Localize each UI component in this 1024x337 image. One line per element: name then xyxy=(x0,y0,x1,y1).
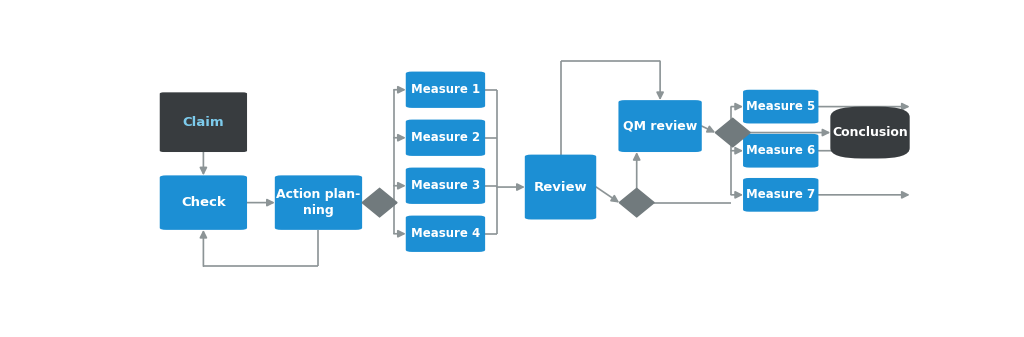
Polygon shape xyxy=(362,188,397,217)
FancyBboxPatch shape xyxy=(743,178,818,212)
Text: Measure 1: Measure 1 xyxy=(411,83,480,96)
FancyBboxPatch shape xyxy=(406,71,485,108)
FancyBboxPatch shape xyxy=(160,92,247,152)
FancyBboxPatch shape xyxy=(618,100,701,152)
Text: Review: Review xyxy=(534,181,588,193)
FancyBboxPatch shape xyxy=(406,120,485,156)
Text: QM review: QM review xyxy=(623,120,697,132)
Text: Measure 3: Measure 3 xyxy=(411,179,480,192)
FancyBboxPatch shape xyxy=(830,106,909,158)
Text: Measure 4: Measure 4 xyxy=(411,227,480,240)
FancyBboxPatch shape xyxy=(406,216,485,252)
FancyBboxPatch shape xyxy=(743,134,818,167)
FancyBboxPatch shape xyxy=(274,175,362,230)
Text: Measure 2: Measure 2 xyxy=(411,131,480,144)
Text: Claim: Claim xyxy=(182,116,224,129)
Text: Measure 6: Measure 6 xyxy=(746,144,815,157)
FancyBboxPatch shape xyxy=(524,155,596,219)
Text: Conclusion: Conclusion xyxy=(833,126,908,139)
FancyBboxPatch shape xyxy=(743,90,818,123)
Polygon shape xyxy=(715,118,751,147)
Text: Measure 5: Measure 5 xyxy=(746,100,815,113)
FancyBboxPatch shape xyxy=(406,167,485,204)
Text: Measure 7: Measure 7 xyxy=(746,188,815,201)
Text: Check: Check xyxy=(181,196,225,209)
Text: Action plan-
ning: Action plan- ning xyxy=(276,188,360,217)
Polygon shape xyxy=(620,188,654,217)
FancyBboxPatch shape xyxy=(160,175,247,230)
